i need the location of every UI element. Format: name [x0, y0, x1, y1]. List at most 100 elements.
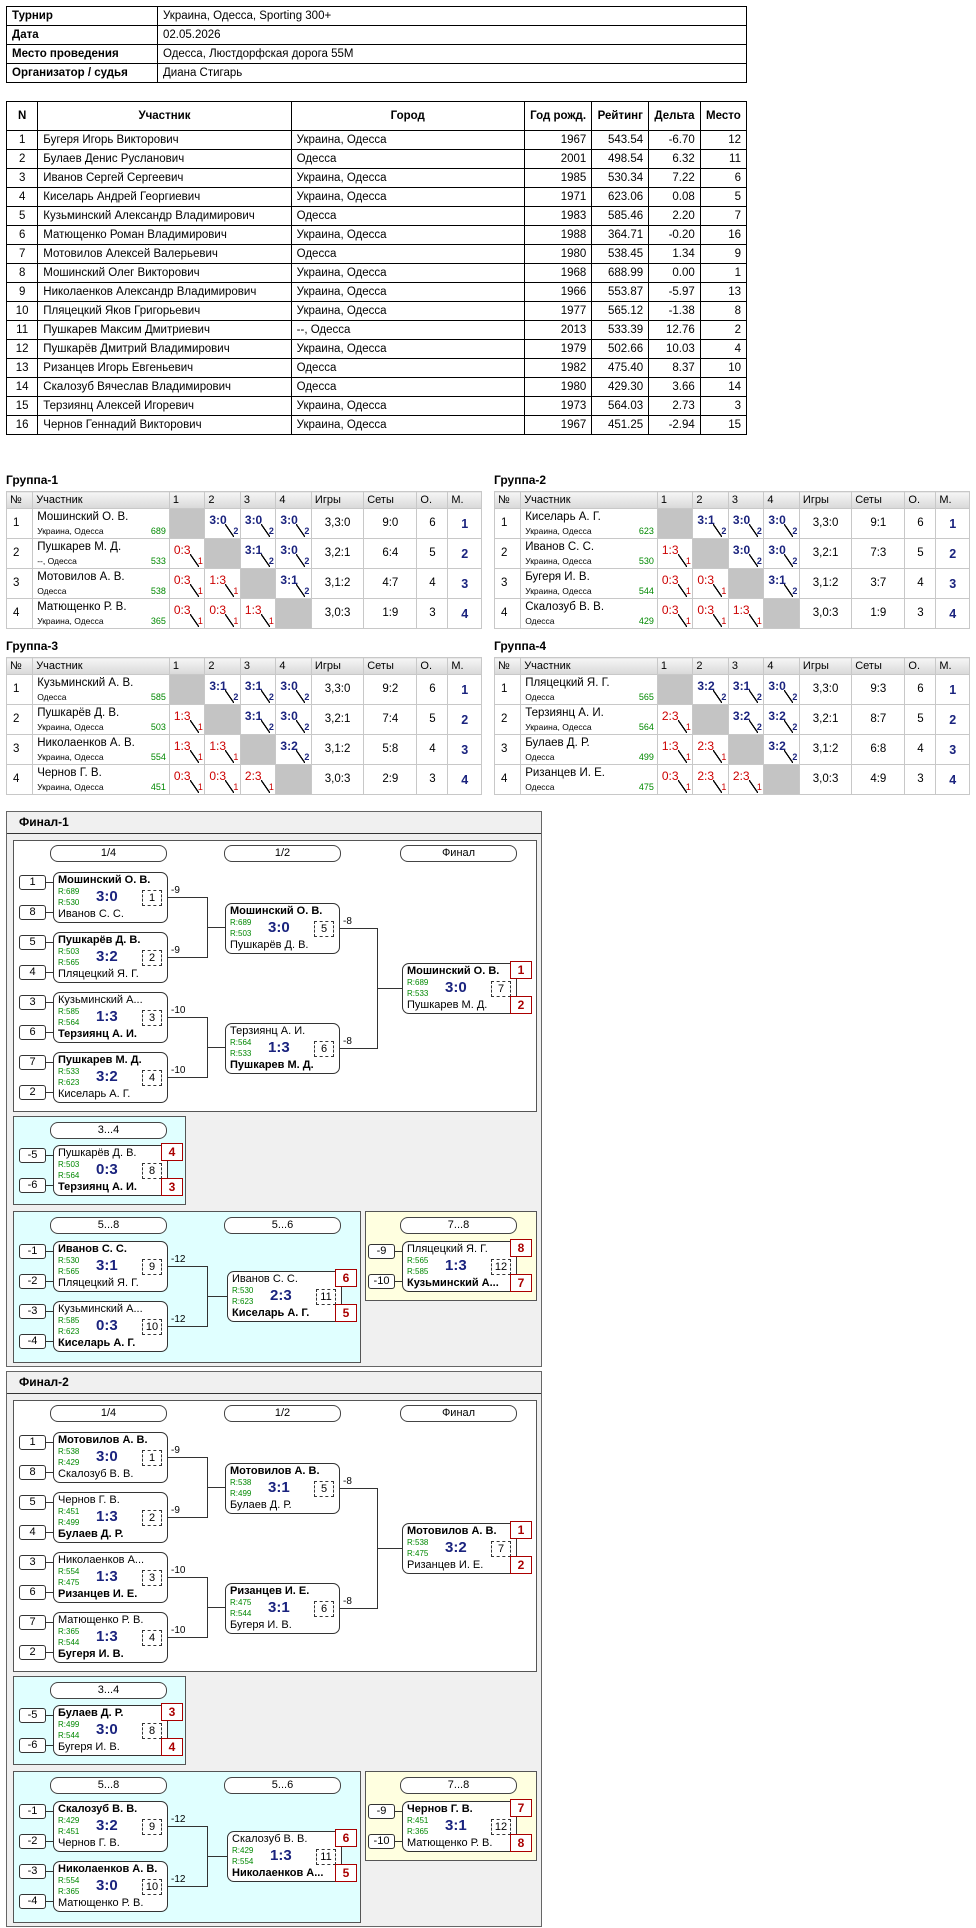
- sets-cell: 7:4: [363, 704, 418, 735]
- participant-cell: 3.66: [648, 377, 701, 397]
- participant-row: 5 Кузьминский Александр Владимирович Одесс…: [5, 206, 748, 226]
- games-cell: 3,3:0: [310, 674, 365, 705]
- games-cell: 3,3:0: [310, 508, 365, 539]
- score-cell: 3:1 2: [239, 538, 277, 569]
- participant-cell: 1980: [523, 244, 593, 264]
- player-name: Мошинский О. В.: [37, 511, 129, 523]
- cell: 7:4: [364, 705, 416, 734]
- match-score: 1:3: [96, 1008, 118, 1025]
- connector: [340, 1608, 377, 1609]
- player-rating: R:554: [58, 1876, 80, 1885]
- participant-row: 2 Булаев Денис Русланович Одесса 2001 498.54…: [5, 149, 748, 169]
- slash: [189, 720, 199, 733]
- participant-cell: Одесса: [290, 377, 525, 397]
- games-cell: 3,3:0: [798, 508, 853, 539]
- next-match: -8: [343, 1596, 352, 1607]
- score-cell: 0:3 1: [656, 598, 694, 629]
- match-score: 1:3: [96, 1568, 118, 1585]
- player-rating: 499: [638, 752, 654, 762]
- seed-connector: [46, 1155, 53, 1156]
- seed-box: 5: [19, 935, 46, 950]
- player-rating: R:530: [232, 1286, 254, 1295]
- set-score: 1:3: [661, 739, 679, 753]
- cell: 5: [905, 705, 935, 734]
- slash: [189, 554, 199, 567]
- column-header: Сеты: [851, 657, 906, 675]
- player-rating: 538: [150, 586, 166, 596]
- match-points: 2: [268, 722, 274, 732]
- set-score: 3:2: [732, 709, 751, 723]
- cell: 3: [7, 569, 32, 598]
- set-score: 0:3: [661, 603, 679, 617]
- player-name: Булаев Д. Р.: [58, 1707, 124, 1719]
- player-rating: R:544: [58, 1731, 80, 1740]
- set-score: 3:1: [768, 573, 786, 587]
- match-box: Ризанцев И. Е. R:475 Бугеря И. В. R:544 3:1 6: [225, 1583, 340, 1634]
- slash: [677, 780, 687, 793]
- set-score: 3:2: [768, 739, 786, 753]
- participant-cell: 7: [5, 244, 39, 264]
- player-city: Одесса: [525, 616, 555, 626]
- cell: 6: [417, 509, 447, 538]
- participant-cell: Николаенков Александр Владимирович: [37, 282, 292, 302]
- points-cell: 6: [416, 674, 449, 705]
- connector: [168, 1517, 207, 1518]
- match-score: 3:0: [268, 919, 290, 936]
- seed-connector: [46, 1472, 53, 1473]
- match-score: 3:2: [445, 1539, 467, 1556]
- seed-box: -1: [19, 1804, 46, 1819]
- match-score: 1:3: [270, 1847, 292, 1864]
- place-box: 7: [510, 1274, 532, 1292]
- cell: 3: [417, 765, 447, 794]
- cell: 4:7: [364, 569, 416, 598]
- group-row: 2 Пушкарёв Д. В. Украина, Одесса 503 1:3 1 3:1…: [5, 704, 482, 735]
- cell: 3:7: [852, 569, 904, 598]
- participant-row: 9 Николаенков Александр Владимирович Украи…: [5, 282, 748, 302]
- match-points: 2: [304, 692, 310, 702]
- participant-row: 6 Матющенко Роман Владимирович Украина, Од…: [5, 225, 748, 245]
- info-label: Дата: [6, 25, 158, 45]
- cell: 1:3 1: [658, 735, 693, 764]
- column-header: 2: [204, 657, 241, 675]
- match-number: 6: [314, 1041, 334, 1057]
- seed-box: 6: [19, 1025, 46, 1040]
- seed-box: -2: [19, 1834, 46, 1849]
- points-cell: 3: [904, 598, 937, 629]
- info-row: Место проведения Одесса, Люстдорфская дор…: [6, 44, 747, 64]
- participant-cell: Украина, Одесса: [290, 130, 525, 150]
- participant-cell: Чернов Геннадий Викторович: [37, 415, 292, 435]
- participant-cell: 1968: [523, 263, 593, 283]
- participant-cell: 585.46: [591, 206, 650, 226]
- header-row: N Участник Город Год рожд. Рейтинг Дельта Мест…: [5, 101, 748, 131]
- final-panel: Финал-1 1/4 1/2 Финал 1 8 Мошинский О. В. R:689…: [6, 811, 542, 1367]
- player-rating: R:623: [232, 1297, 254, 1306]
- cell: [170, 509, 205, 538]
- participant-cell: 13: [5, 358, 39, 378]
- cell: Пляцецкий Я. Г. Одесса 565: [521, 675, 657, 704]
- participant-cell: 2: [5, 149, 39, 169]
- points-cell: 3: [416, 598, 449, 629]
- set-score: 3:1: [697, 513, 715, 527]
- cell: 3:2 2: [729, 705, 764, 734]
- participant-cell: Пляцецкий Яков Григорьевич: [37, 301, 292, 321]
- match-number: 8: [142, 1723, 162, 1739]
- place: 4: [949, 773, 957, 787]
- cell: 1:3 1: [205, 569, 240, 598]
- match-points: 2: [792, 586, 798, 596]
- cell: 1: [936, 509, 969, 538]
- cell: 3:1 2: [241, 675, 276, 704]
- participant-row: 3 Иванов Сергей Сергеевич Украина, Одесса 1…: [5, 168, 748, 188]
- cell: 0:3 1: [658, 569, 693, 598]
- number: 1: [501, 517, 508, 529]
- player-name: Пляцецкий Я. Г.: [58, 1277, 139, 1289]
- cell: 2: [936, 539, 969, 568]
- participant-cell: 16: [699, 225, 748, 245]
- cell: 5: [417, 705, 447, 734]
- match-number: 11: [316, 1289, 336, 1305]
- place-cell: 3: [447, 734, 482, 765]
- number: 1: [501, 683, 508, 695]
- group-row: 1 Пляцецкий Я. Г. Одесса 565 3:2 2 3:1 2 3:0 2 3,3…: [493, 674, 970, 705]
- cell: [170, 675, 205, 704]
- set-score: 3:1: [280, 573, 298, 587]
- cell: Мошинский О. В. Украина, Одесса 689: [33, 509, 169, 538]
